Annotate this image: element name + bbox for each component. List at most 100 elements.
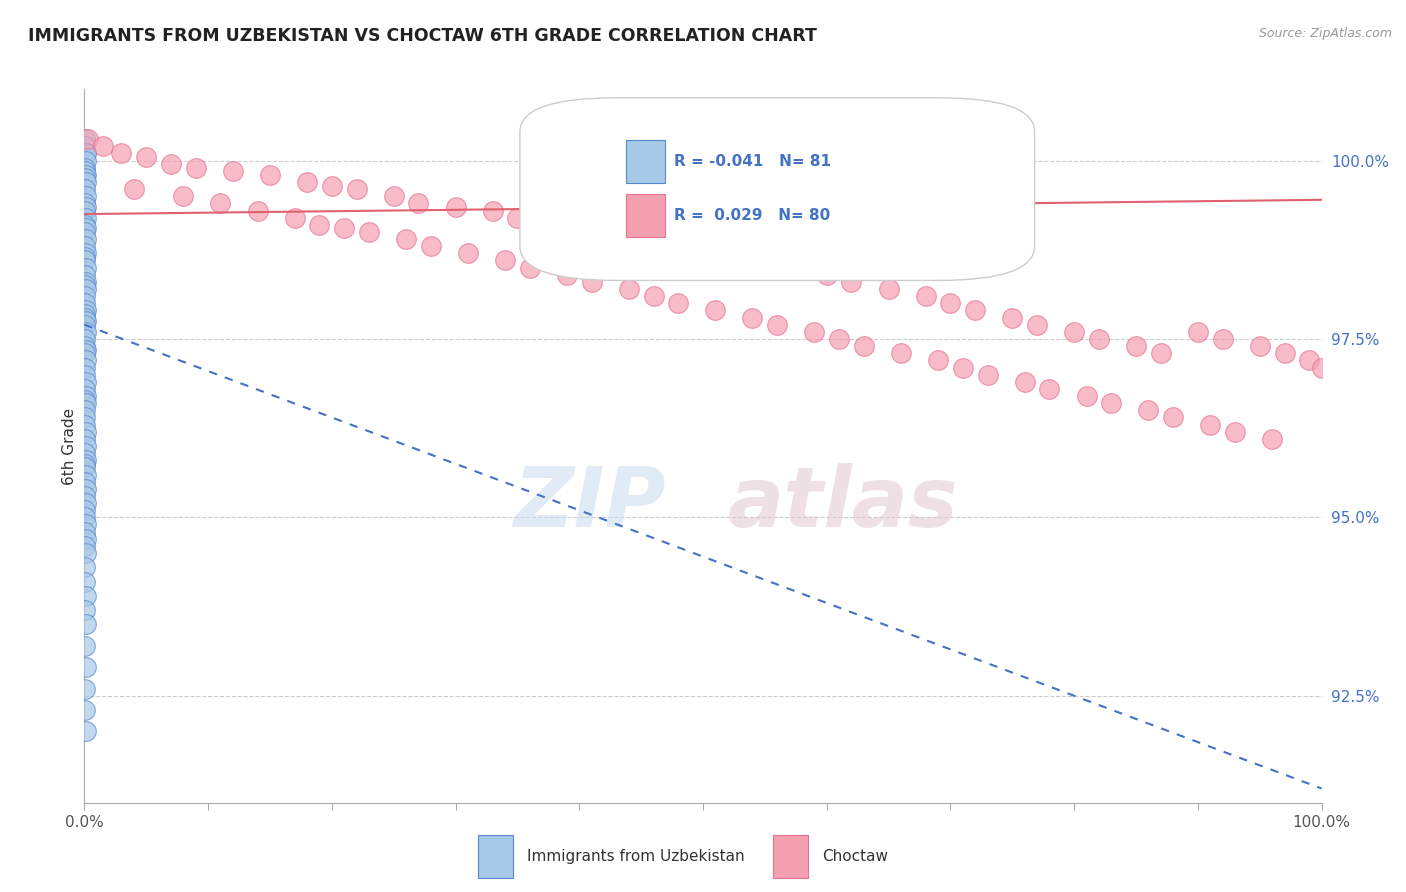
Point: [91, 139, 114, 153]
Point: [75, 303, 97, 318]
Point: [1063, 325, 1085, 339]
Point: [481, 203, 503, 218]
Point: [1261, 432, 1284, 446]
Point: [73, 132, 96, 146]
Point: [75, 275, 97, 289]
Point: [841, 275, 863, 289]
Point: [692, 246, 714, 260]
Point: [75, 489, 97, 503]
Point: [939, 296, 962, 310]
Point: [284, 211, 307, 225]
Point: [75, 211, 97, 225]
Y-axis label: 6th Grade: 6th Grade: [62, 408, 77, 484]
Point: [75, 278, 97, 293]
Point: [357, 225, 380, 239]
Point: [75, 389, 97, 403]
Bar: [773, 835, 808, 878]
Point: [75, 310, 97, 325]
Point: [75, 457, 97, 471]
Text: Immigrants from Uzbekistan: Immigrants from Uzbekistan: [527, 849, 745, 863]
Point: [382, 189, 405, 203]
Point: [75, 175, 97, 189]
Point: [444, 200, 467, 214]
Point: [519, 260, 541, 275]
Text: atlas: atlas: [728, 463, 959, 543]
Point: [1125, 339, 1147, 353]
Point: [75, 325, 97, 339]
Point: [914, 289, 936, 303]
Point: [75, 482, 97, 496]
Point: [75, 724, 97, 739]
Point: [75, 318, 97, 332]
Point: [75, 532, 97, 546]
Point: [1099, 396, 1122, 410]
Point: [75, 368, 97, 382]
Point: [976, 368, 998, 382]
Point: [222, 164, 245, 178]
Point: [333, 221, 356, 235]
Point: [75, 432, 97, 446]
Point: [75, 346, 97, 360]
Text: Source: ZipAtlas.com: Source: ZipAtlas.com: [1258, 27, 1392, 40]
Point: [1088, 332, 1111, 346]
Point: [75, 546, 97, 560]
Point: [408, 196, 430, 211]
Point: [75, 539, 97, 553]
Point: [75, 510, 97, 524]
Point: [494, 253, 516, 268]
Point: [1223, 425, 1246, 439]
Point: [1014, 375, 1036, 389]
Point: [160, 157, 183, 171]
Point: [815, 268, 838, 282]
Point: [75, 375, 97, 389]
Text: IMMIGRANTS FROM UZBEKISTAN VS CHOCTAW 6TH GRADE CORRELATION CHART: IMMIGRANTS FROM UZBEKISTAN VS CHOCTAW 6T…: [28, 27, 817, 45]
Point: [704, 303, 727, 318]
Point: [75, 417, 97, 432]
Point: [308, 218, 330, 232]
Point: [75, 139, 97, 153]
Point: [209, 196, 232, 211]
Point: [506, 211, 529, 225]
Point: [927, 353, 949, 368]
Point: [419, 239, 441, 253]
Point: [75, 617, 97, 632]
Point: [135, 150, 157, 164]
Point: [259, 168, 281, 182]
Point: [1310, 360, 1333, 375]
Point: [75, 396, 97, 410]
Point: [790, 260, 813, 275]
Point: [75, 574, 97, 589]
Point: [73, 161, 96, 175]
Point: [75, 307, 97, 321]
Point: [1161, 410, 1184, 425]
Point: [1001, 310, 1024, 325]
Point: [295, 175, 318, 189]
Point: [75, 475, 97, 489]
Point: [75, 189, 97, 203]
Point: [754, 257, 776, 271]
Point: [766, 318, 789, 332]
Point: [75, 171, 97, 186]
Point: [1187, 325, 1209, 339]
Point: [741, 310, 763, 325]
Point: [75, 289, 97, 303]
Bar: [626, 194, 665, 237]
Point: [75, 168, 97, 182]
Point: [75, 446, 97, 460]
Point: [965, 303, 987, 318]
Point: [75, 314, 97, 328]
Point: [75, 332, 97, 346]
Point: [1076, 389, 1098, 403]
Point: [543, 214, 565, 228]
Point: [246, 203, 269, 218]
Point: [321, 178, 343, 193]
Point: [457, 246, 479, 260]
Point: [605, 225, 627, 239]
Point: [728, 253, 751, 268]
Point: [75, 253, 97, 268]
Point: [75, 603, 97, 617]
Point: [75, 560, 97, 574]
Point: [75, 660, 97, 674]
Point: [75, 453, 97, 467]
Point: [75, 639, 97, 653]
